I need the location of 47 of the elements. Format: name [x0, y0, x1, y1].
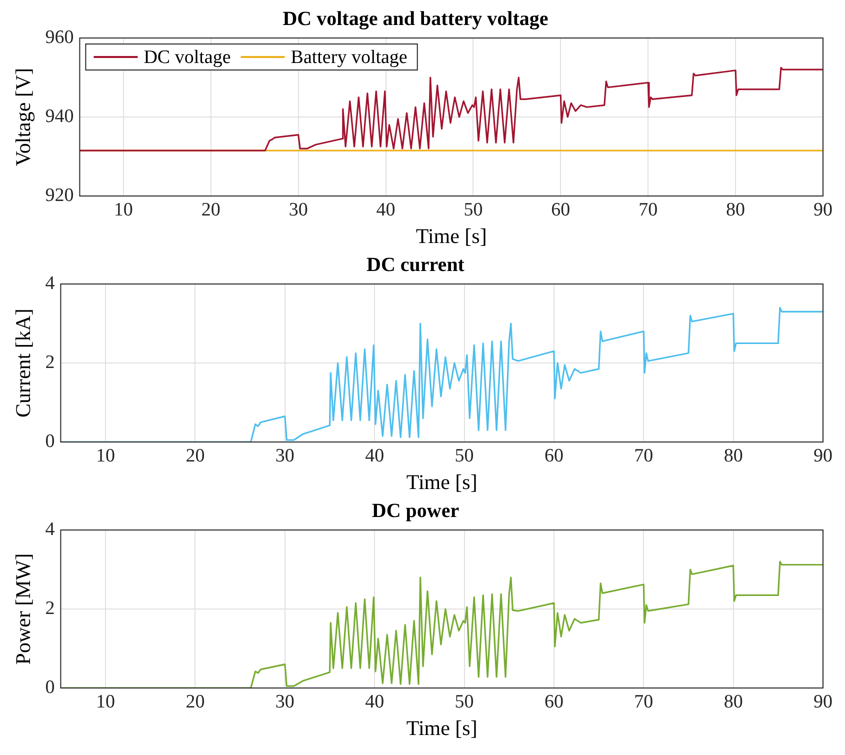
x-tick-label: 10	[114, 199, 133, 220]
x-tick-label: 90	[814, 445, 832, 466]
x-tick-label: 50	[464, 199, 483, 220]
y-tick-label: 960	[45, 26, 74, 48]
y-tick-label: 2	[45, 352, 55, 373]
x-tick-label: 60	[544, 445, 564, 466]
x-tick-label: 70	[634, 445, 654, 466]
chart-title: DC power	[372, 500, 460, 522]
x-tick-label: 40	[376, 199, 396, 220]
y-axis-title: Power [MW]	[11, 553, 36, 665]
x-axis-title: Time [s]	[416, 224, 487, 248]
x-tick-label: 80	[726, 199, 746, 220]
x-tick-label: 30	[288, 199, 308, 220]
x-tick-label: 70	[634, 691, 654, 712]
x-axis-title: Time [s]	[406, 716, 478, 740]
x-tick-label: 80	[724, 691, 743, 712]
x-tick-label: 20	[201, 199, 220, 220]
x-axis-title: Time [s]	[406, 470, 478, 494]
chart-title: DC current	[366, 254, 465, 276]
x-tick-label: 60	[551, 199, 570, 220]
y-tick-label: 4	[45, 272, 56, 294]
legend-label: Battery voltage	[290, 46, 408, 68]
x-tick-label: 80	[724, 445, 743, 466]
x-tick-label: 50	[454, 691, 474, 712]
y-axis-title: Voltage [V]	[11, 68, 36, 166]
x-tick-label: 20	[186, 445, 205, 466]
y-tick-label: 0	[45, 430, 55, 452]
y-tick-label: 4	[45, 518, 56, 540]
x-tick-label: 90	[814, 691, 832, 712]
y-axis-title: Current [kA]	[11, 308, 36, 418]
x-tick-label: 70	[638, 199, 658, 220]
x-tick-label: 50	[454, 445, 474, 466]
x-tick-label: 20	[186, 691, 205, 712]
legend-label: DC voltage	[144, 46, 231, 68]
x-tick-label: 40	[365, 445, 384, 466]
x-tick-label: 60	[544, 691, 564, 712]
x-tick-label: 10	[96, 691, 116, 712]
x-tick-label: 90	[814, 199, 832, 220]
y-tick-label: 920	[45, 184, 74, 206]
x-tick-label: 30	[275, 445, 294, 466]
y-tick-label: 0	[45, 676, 55, 698]
x-tick-label: 10	[96, 445, 116, 466]
x-tick-label: 40	[365, 691, 384, 712]
x-tick-label: 30	[275, 691, 294, 712]
y-tick-label: 940	[45, 106, 74, 127]
chart-title: DC voltage and battery voltage	[282, 8, 548, 30]
y-tick-label: 2	[45, 598, 55, 619]
